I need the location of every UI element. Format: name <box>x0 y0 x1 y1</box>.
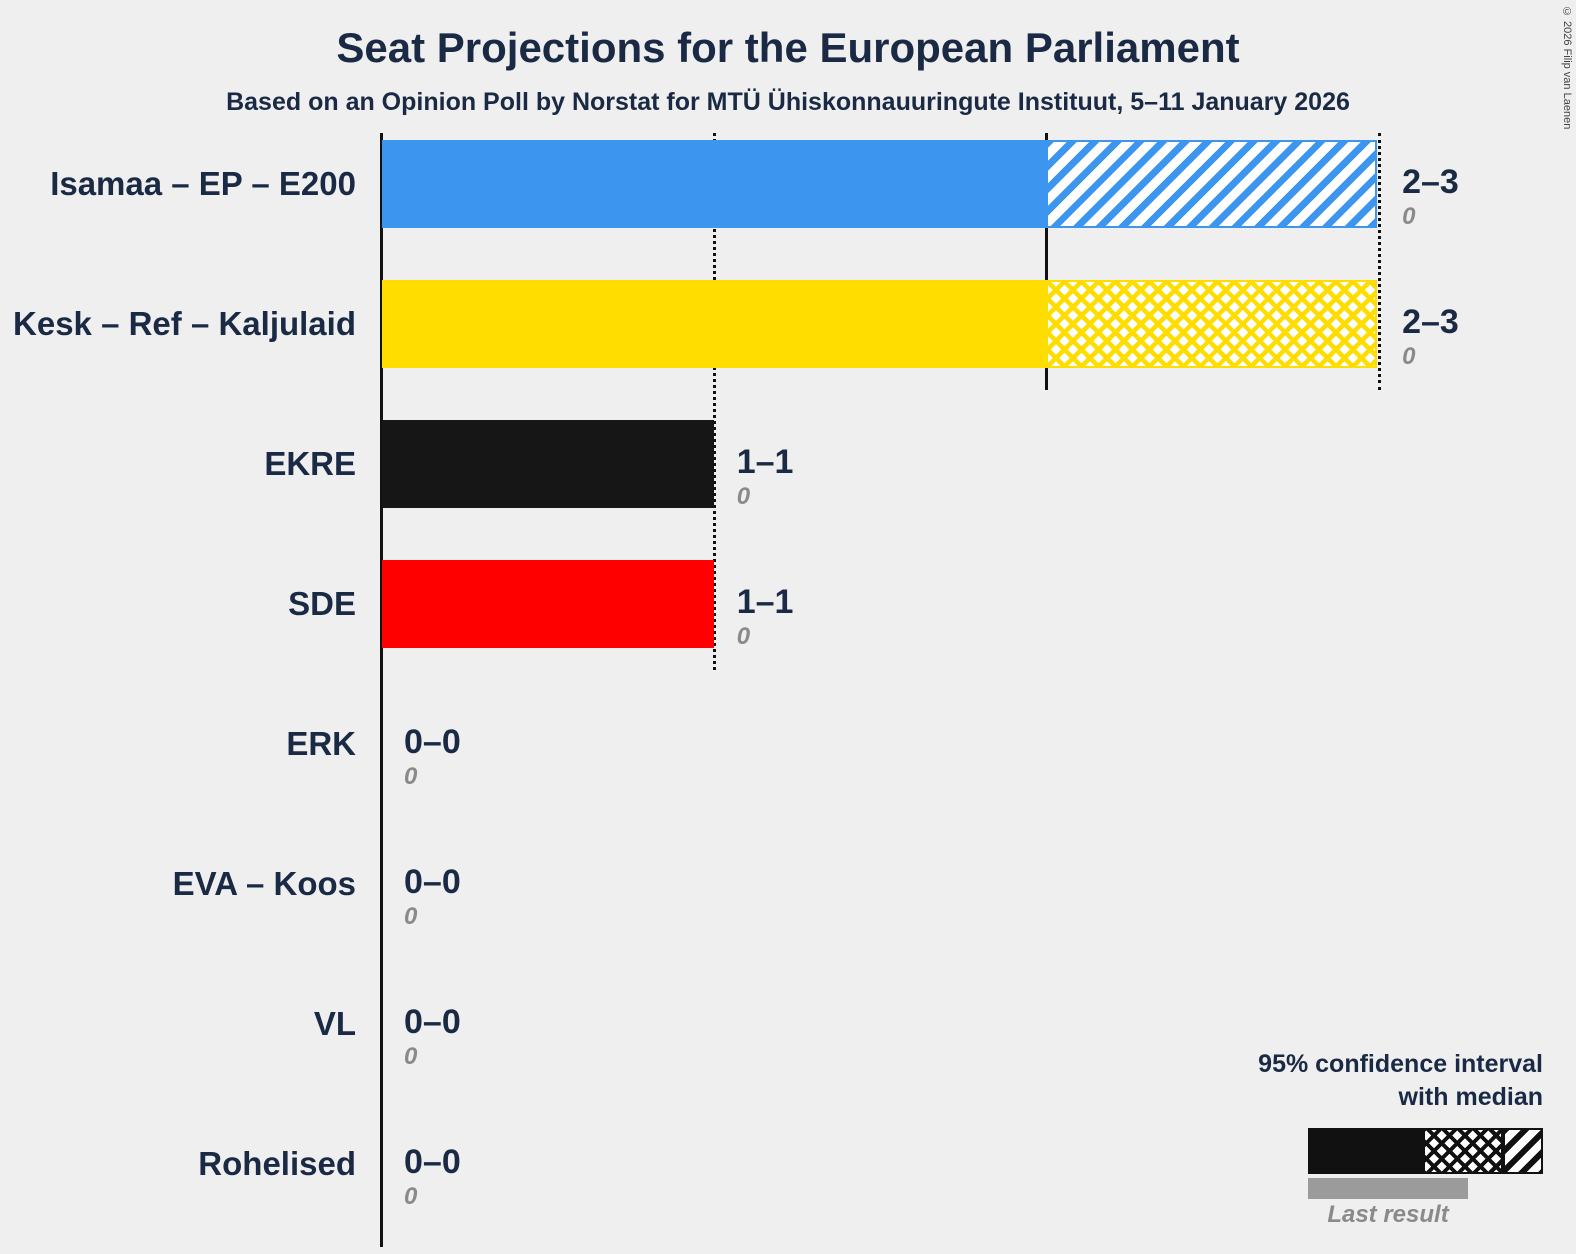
page-title: Seat Projections for the European Parlia… <box>336 24 1240 71</box>
copyright-text: © 2026 Filip van Laenen <box>1561 6 1573 130</box>
party-label: Isamaa – EP – E200 <box>50 165 356 202</box>
last-result-label: 0 <box>404 1043 418 1070</box>
party-label: Kesk – Ref – Kaljulaid <box>13 305 356 342</box>
last-result-label: 0 <box>736 483 751 510</box>
last-result-label: 0 <box>404 903 418 930</box>
legend-last-result-bar <box>1308 1178 1468 1199</box>
last-result-label: 0 <box>404 763 418 790</box>
legend-segment-diagonal <box>1503 1128 1543 1174</box>
value-label: 0–0 <box>404 863 461 901</box>
legend-last-result-label: Last result <box>1327 1201 1449 1228</box>
last-result-label: 0 <box>1402 343 1416 370</box>
x-axis-line <box>380 133 383 1247</box>
legend-segment-crosshatch <box>1423 1128 1503 1174</box>
plot-area: Isamaa – EP – E200 2–3 0 Kesk – Ref – Kalju… <box>13 133 1576 1247</box>
last-result-label: 0 <box>404 1183 418 1210</box>
bar-median-segment <box>382 560 714 648</box>
value-label: 1–1 <box>736 443 794 481</box>
value-label: 0–0 <box>404 1003 461 1041</box>
last-result-label: 0 <box>1402 203 1416 230</box>
value-label: 2–3 <box>1402 163 1459 201</box>
value-label: 1–1 <box>736 583 794 621</box>
bar-ci-segment <box>1046 280 1378 368</box>
party-label: EVA – Koos <box>172 865 356 902</box>
ci-guide-line <box>1378 133 1382 390</box>
legend-segment-median <box>1308 1128 1423 1174</box>
median-guide-line <box>1045 133 1049 390</box>
bar-ci-segment <box>1046 140 1378 228</box>
party-label: VL <box>313 1005 356 1042</box>
value-label: 2–3 <box>1402 303 1459 341</box>
party-label: Rohelised <box>198 1145 356 1182</box>
party-label: EKRE <box>264 445 356 482</box>
legend-title: 95% confidence interval with median <box>1023 1048 1543 1114</box>
ci-guide-line <box>712 133 716 670</box>
bar-median-segment <box>382 420 714 508</box>
legend-title-line2: with median <box>1398 1083 1543 1111</box>
last-result-label: 0 <box>736 623 751 650</box>
page-subtitle: Based on an Opinion Poll by Norstat for … <box>226 88 1350 116</box>
bar-median-segment <box>382 140 1047 228</box>
party-label: ERK <box>286 725 356 762</box>
party-label: SDE <box>288 585 356 622</box>
legend: 95% confidence interval with median Last… <box>1023 1048 1543 1229</box>
value-label: 0–0 <box>404 1143 461 1181</box>
value-label: 0–0 <box>404 723 461 761</box>
legend-ci-bar <box>1308 1128 1543 1174</box>
bar-median-segment <box>382 280 1047 368</box>
legend-title-line1: 95% confidence interval <box>1258 1050 1543 1078</box>
